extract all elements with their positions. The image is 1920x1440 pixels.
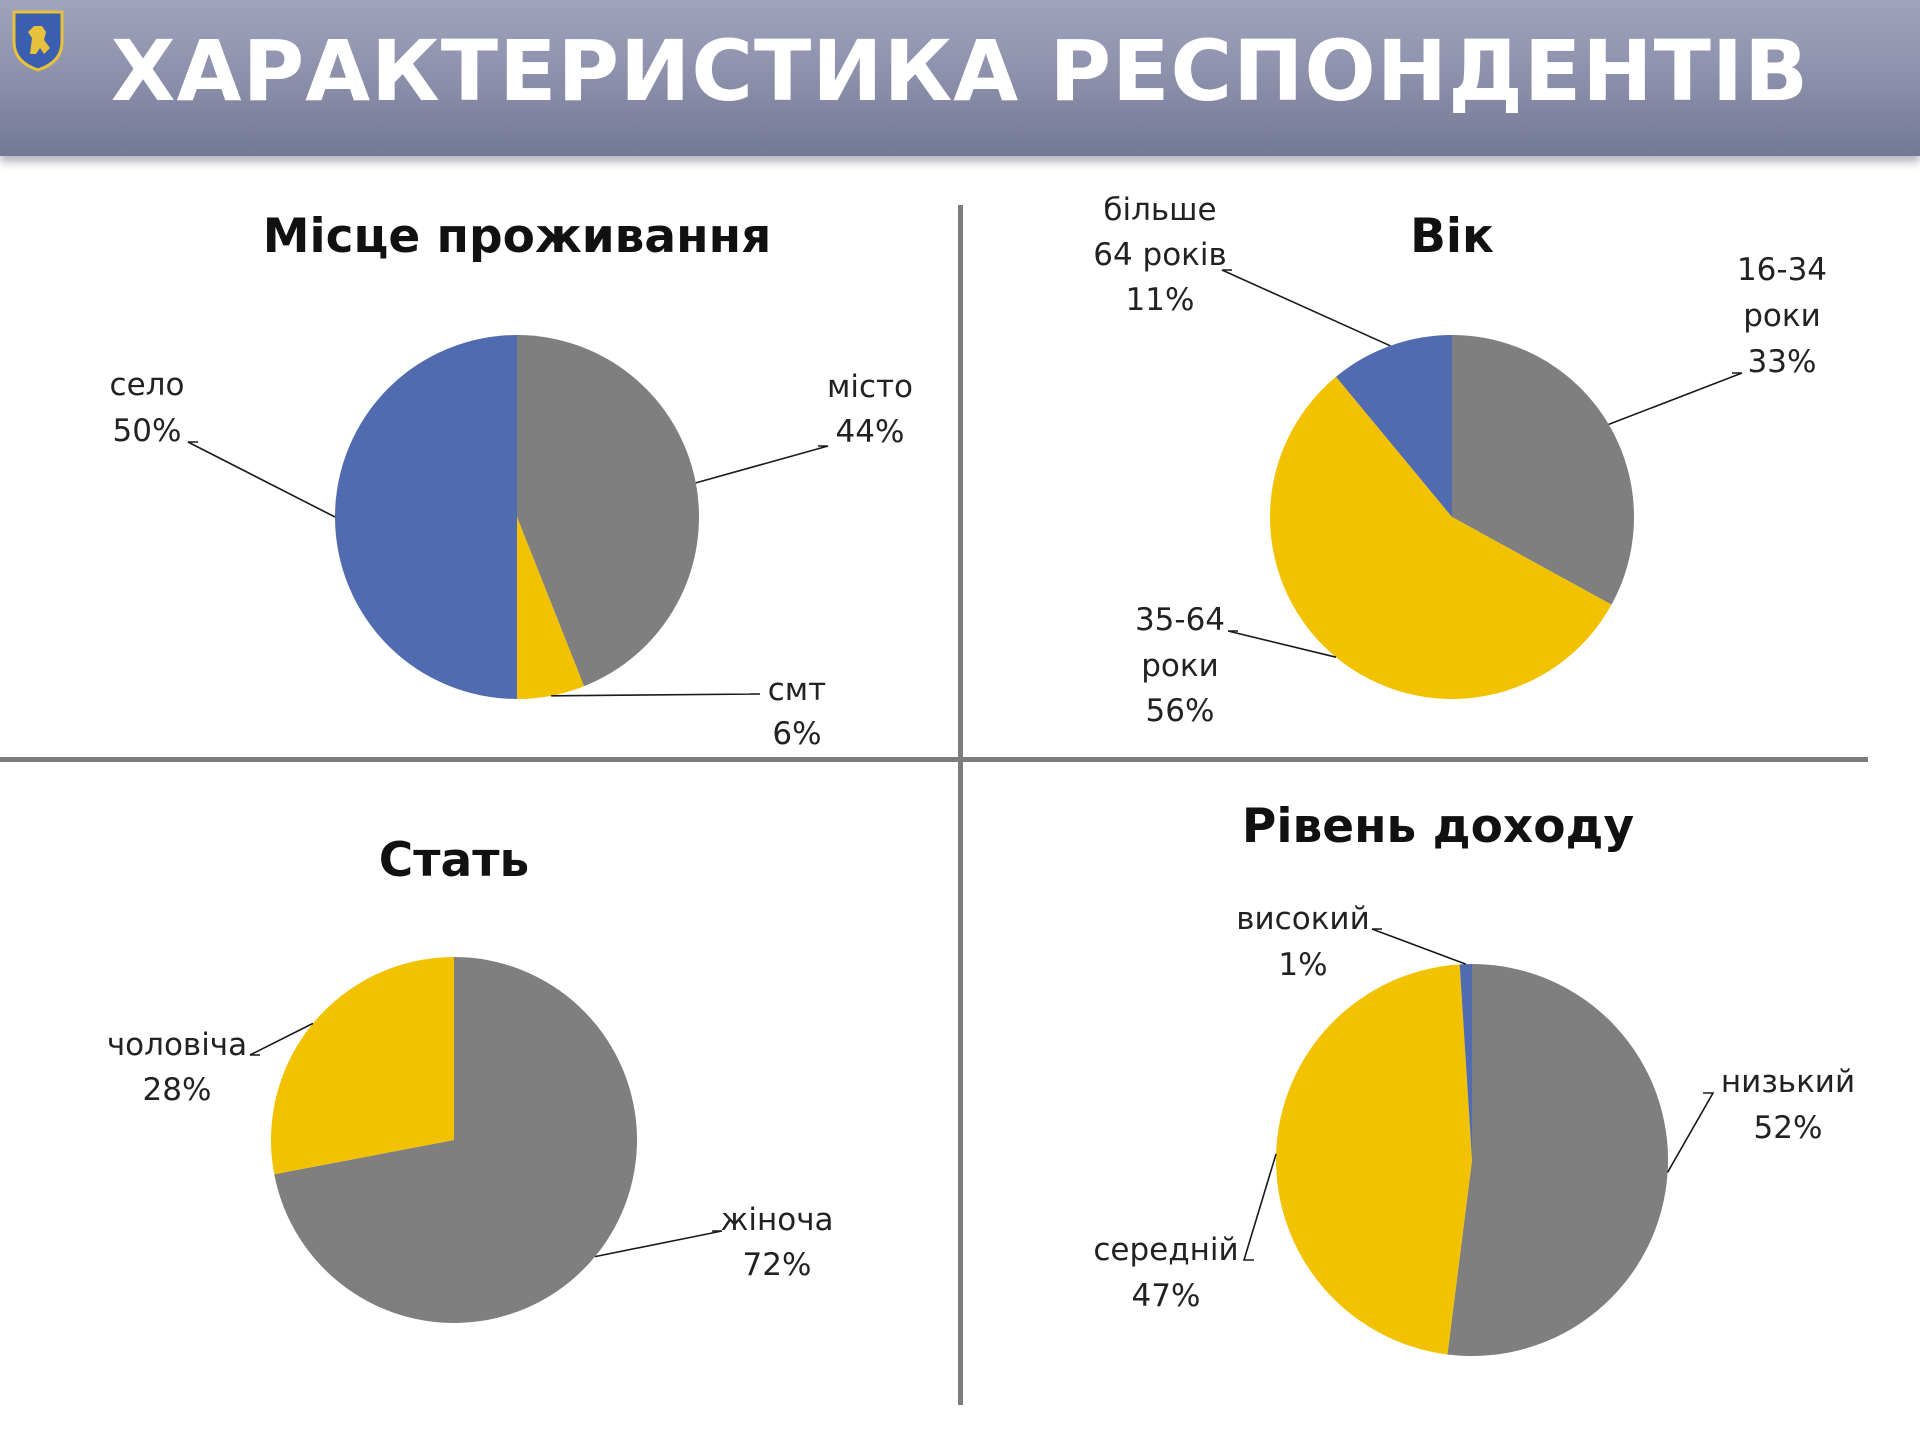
pie-slice — [270, 957, 454, 1175]
slice-category-label: смт — [768, 672, 827, 708]
pie-slice — [517, 517, 584, 699]
horizontal-divider — [0, 757, 1868, 762]
pie-slice — [335, 335, 517, 699]
leader-line — [249, 1022, 314, 1056]
slice-percent-label: 44% — [836, 414, 905, 450]
pie-slice — [517, 335, 700, 687]
leader-line — [695, 445, 829, 484]
slice-percent-label: 33% — [1748, 344, 1817, 380]
slice-percent-label: 1% — [1278, 947, 1327, 983]
slice-percent-label: 72% — [743, 1247, 812, 1283]
leader-line — [1666, 1092, 1715, 1173]
slice-category-label: жіноча — [720, 1202, 833, 1238]
slice-category-label: високий — [1236, 901, 1369, 937]
slice-percent-label: 28% — [143, 1072, 212, 1108]
slice-category-label: чоловіча — [107, 1027, 247, 1063]
leader-line — [187, 441, 336, 518]
pie-chart-3: Стать жіноча 72% чоловіча 28% — [107, 833, 834, 1323]
leader-line — [551, 693, 761, 697]
slice-percent-label: 11% — [1126, 282, 1195, 318]
chart-title: Вік — [1410, 209, 1494, 264]
slice-percent-label: 47% — [1132, 1278, 1201, 1314]
leader-line — [1242, 1153, 1277, 1261]
page-title: ХАРАКТЕРИСТИКА РЕСПОНДЕНТІВ — [110, 22, 1810, 120]
chart-title: Рівень доходу — [1242, 799, 1634, 854]
slice-category-label: роки — [1141, 648, 1219, 684]
pie-slice — [274, 957, 637, 1323]
chart-title: Місце проживання — [263, 209, 772, 264]
pie-chart-2: Вік 16-34 роки 33% 35-64 роки 56% більше 64 рокі… — [1093, 192, 1827, 729]
slice-category-label: місто — [827, 369, 913, 405]
slice-percent-label: 52% — [1754, 1110, 1823, 1146]
lion-crest-icon — [12, 10, 64, 72]
pie-chart-1: Місце проживання місто 44% смт 6% село 50% — [110, 209, 913, 752]
header-bar: ХАРАКТЕРИСТИКА РЕСПОНДЕНТІВ — [0, 0, 1920, 156]
leader-line — [1608, 372, 1743, 426]
slice-category-label: низький — [1721, 1064, 1855, 1100]
leader-line — [1227, 630, 1337, 658]
slice-percent-label: 50% — [113, 413, 182, 449]
slice-category-label: середній — [1093, 1232, 1238, 1268]
leader-line — [1371, 928, 1467, 965]
chart-title: Стать — [379, 833, 529, 888]
slice-category-label: 16-34 — [1737, 252, 1827, 288]
leader-line — [1221, 269, 1391, 347]
slice-category-label: більше — [1103, 192, 1216, 228]
pie-slice — [1270, 376, 1612, 700]
pie-chart-4: Рівень доходу низький 52% середній 47% високи… — [1093, 799, 1855, 1356]
slice-category-label: роки — [1743, 298, 1821, 334]
leader-line — [594, 1230, 723, 1258]
slice-category-label: 35-64 — [1135, 602, 1225, 638]
pie-slice — [1447, 964, 1669, 1356]
slice-category-label: 64 років — [1093, 237, 1227, 273]
pie-slice — [1276, 964, 1472, 1355]
vertical-divider — [958, 205, 963, 1405]
slice-category-label: село — [110, 367, 185, 403]
pie-slice — [1452, 335, 1635, 605]
pie-slice — [1459, 964, 1472, 1160]
slice-percent-label: 56% — [1146, 693, 1215, 729]
slice-percent-label: 6% — [772, 716, 821, 752]
pie-slice — [1335, 335, 1452, 517]
